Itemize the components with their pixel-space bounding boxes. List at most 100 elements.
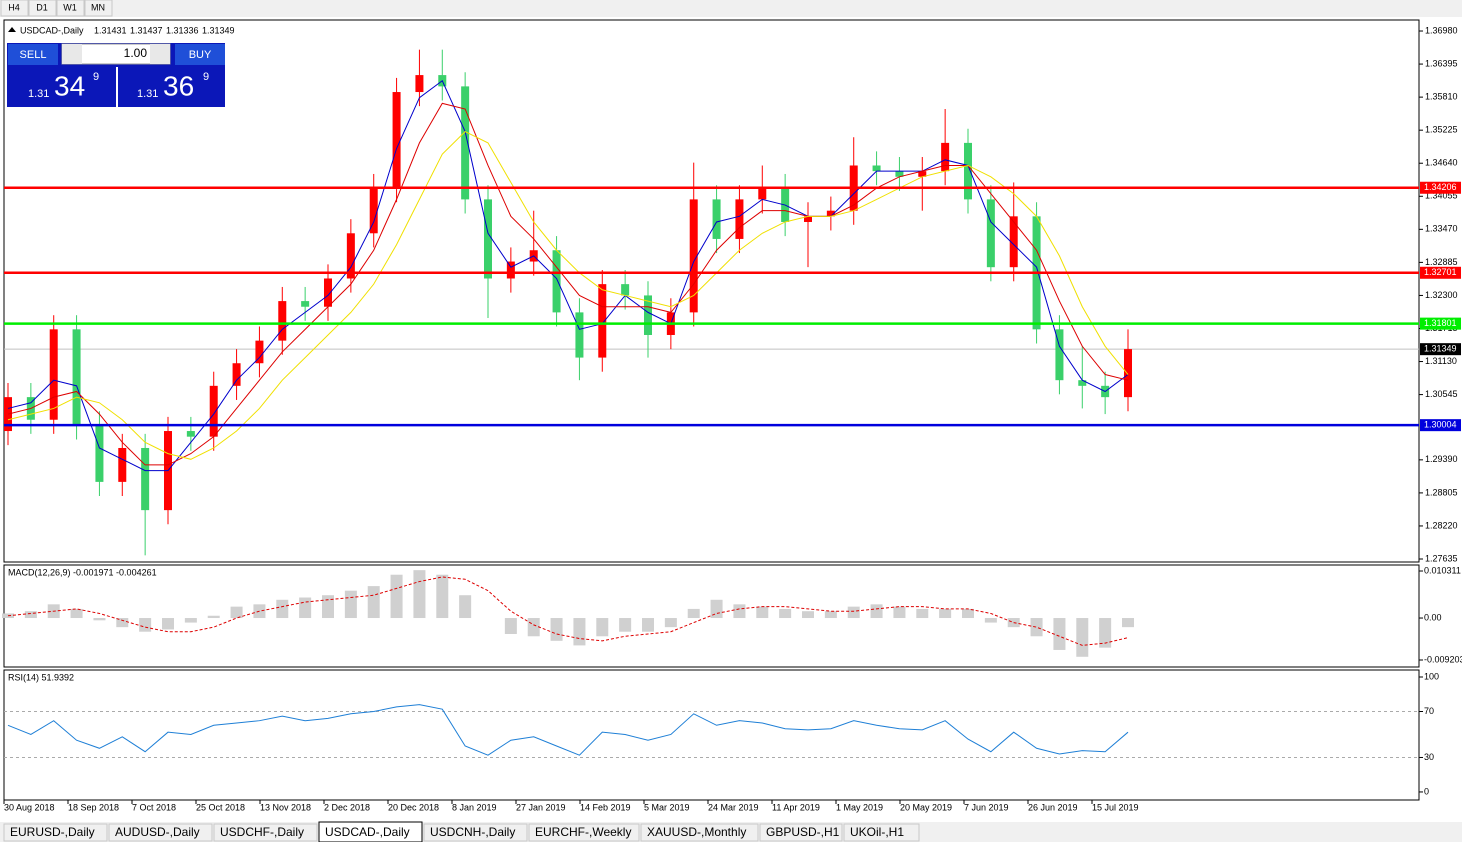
toolbar bbox=[0, 0, 1462, 17]
level-tag bbox=[1420, 317, 1461, 330]
sell-button[interactable] bbox=[8, 44, 58, 65]
macd-tick-label: -0.009203 bbox=[1424, 654, 1462, 664]
x-tick-label: 25 Oct 2018 bbox=[196, 802, 245, 812]
candle-body bbox=[369, 188, 378, 234]
candle-body bbox=[415, 75, 424, 93]
symbol-tab[interactable] bbox=[108, 823, 213, 842]
x-tick-label: 2 Dec 2018 bbox=[324, 802, 370, 812]
y-tick-label: 1.35225 bbox=[1425, 125, 1458, 135]
symbol-tab[interactable] bbox=[318, 821, 423, 842]
y-tick-label: 1.29390 bbox=[1425, 454, 1458, 464]
candle-body bbox=[346, 233, 355, 279]
moving-average bbox=[7, 102, 1129, 466]
buy-button[interactable] bbox=[175, 44, 225, 65]
candle-body bbox=[598, 284, 607, 358]
macd-bar bbox=[70, 608, 83, 619]
timeframe-label: MN bbox=[91, 2, 105, 12]
current-price-label: 1.31349 bbox=[1424, 344, 1457, 354]
macd-bar bbox=[916, 608, 929, 619]
symbol-tab-label: EURUSD-,Daily bbox=[10, 825, 95, 839]
y-tick-label: 1.28805 bbox=[1425, 487, 1458, 497]
candle-body bbox=[141, 447, 150, 511]
x-tick-label: 13 Nov 2018 bbox=[260, 802, 311, 812]
macd-bar bbox=[802, 611, 814, 619]
candle-body bbox=[758, 188, 767, 200]
candle-body bbox=[186, 431, 195, 437]
macd-bar bbox=[550, 618, 563, 641]
moving-average bbox=[7, 79, 1129, 472]
lot-up[interactable] bbox=[150, 44, 170, 64]
candle-body bbox=[644, 295, 652, 335]
symbol-tab[interactable] bbox=[640, 823, 759, 842]
level-tag bbox=[1420, 181, 1461, 194]
macd-bar bbox=[824, 611, 837, 619]
macd-bar bbox=[573, 618, 586, 646]
timeframe-button[interactable] bbox=[28, 0, 57, 17]
lot-down[interactable] bbox=[62, 44, 82, 64]
symbol-tab[interactable] bbox=[3, 823, 108, 842]
divider bbox=[116, 67, 118, 107]
macd-bar bbox=[619, 618, 632, 632]
rsi-tick-label: 30 bbox=[1424, 752, 1434, 762]
sell-label: SELL bbox=[20, 49, 47, 61]
symbol-tab-label: GBPUSD-,H1 bbox=[766, 825, 840, 839]
moving-average bbox=[7, 130, 1129, 460]
macd-bar bbox=[733, 604, 746, 619]
y-tick-label: 1.30545 bbox=[1425, 389, 1458, 399]
macd-bar bbox=[1076, 618, 1089, 657]
chart-title: USDCAD-,Daily bbox=[20, 25, 84, 35]
symbol-tab-label: UKOil-,H1 bbox=[850, 825, 904, 839]
macd-bar bbox=[984, 618, 997, 623]
macd-bar bbox=[344, 590, 357, 619]
macd-bar bbox=[139, 618, 152, 632]
level-label: 1.30004 bbox=[1424, 420, 1457, 430]
candle-body bbox=[506, 261, 515, 279]
timeframe-button[interactable] bbox=[56, 0, 85, 17]
bid-pips: 34 bbox=[54, 70, 85, 101]
macd-bar bbox=[504, 618, 517, 634]
candle-body bbox=[484, 199, 492, 279]
candle-body bbox=[1055, 329, 1064, 381]
x-tick-label: 24 Mar 2019 bbox=[708, 802, 759, 812]
macd-bar bbox=[664, 618, 677, 628]
macd-bar bbox=[276, 599, 289, 619]
candle-body bbox=[735, 199, 744, 239]
macd-tick-label: 0.00 bbox=[1424, 612, 1442, 622]
rsi-tick-label: 0 bbox=[1424, 786, 1429, 796]
macd-bar bbox=[687, 608, 700, 619]
rsi-line bbox=[7, 704, 1129, 756]
timeframe-button[interactable] bbox=[0, 0, 29, 17]
candle-body bbox=[1009, 216, 1018, 268]
macd-bar bbox=[299, 597, 312, 619]
candle-body bbox=[278, 301, 287, 341]
macd-bar bbox=[847, 606, 860, 619]
candle-body bbox=[1078, 380, 1087, 386]
y-tick-label: 1.28220 bbox=[1425, 520, 1458, 530]
macd-bar bbox=[459, 595, 472, 619]
macd-bar bbox=[93, 618, 106, 621]
symbol-tab[interactable] bbox=[843, 823, 920, 842]
symbol-tab[interactable] bbox=[423, 823, 528, 842]
macd-bar bbox=[390, 574, 403, 619]
bid-big: 1.31 bbox=[28, 88, 49, 100]
timeframe-button[interactable] bbox=[84, 0, 113, 17]
symbol-tab[interactable] bbox=[213, 823, 318, 842]
level-tag bbox=[1420, 266, 1461, 279]
macd-bar bbox=[322, 595, 334, 619]
symbol-tab[interactable] bbox=[528, 823, 640, 842]
macd-bar bbox=[24, 611, 37, 619]
macd-bar bbox=[1030, 618, 1043, 637]
rsi-tick-label: 70 bbox=[1424, 706, 1434, 716]
level-label: 1.34206 bbox=[1424, 182, 1457, 192]
symbol-tab[interactable] bbox=[759, 823, 843, 842]
symbol-tab-label: EURCHF-,Weekly bbox=[535, 825, 631, 839]
candle-body bbox=[826, 210, 835, 217]
symbol-tab-label: XAUUSD-,Monthly bbox=[647, 825, 746, 839]
header-value: 1.31431 bbox=[94, 25, 127, 35]
y-tick-label: 1.31130 bbox=[1425, 356, 1457, 366]
candle-body bbox=[49, 329, 58, 420]
candle-body bbox=[232, 363, 241, 386]
x-tick-label: 5 Mar 2019 bbox=[644, 802, 690, 812]
symbol-tab-label: AUDUSD-,Daily bbox=[115, 825, 200, 839]
